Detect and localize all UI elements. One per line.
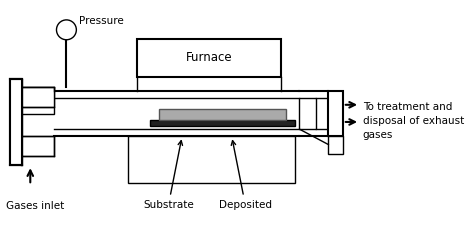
Text: Furnace: Furnace [186, 51, 232, 64]
Bar [159, 109, 286, 120]
Bar [21, 87, 54, 114]
Bar [150, 120, 295, 126]
Text: Pressure: Pressure [79, 16, 124, 26]
Bar [10, 79, 22, 165]
Bar [10, 79, 21, 165]
Bar [328, 91, 343, 136]
Bar [22, 136, 54, 156]
Bar [328, 136, 343, 154]
Text: Gases inlet: Gases inlet [6, 201, 64, 211]
Bar [22, 87, 54, 107]
Bar [300, 97, 316, 129]
Bar [137, 39, 282, 77]
Text: To treatment and
disposal of exhaust
gases: To treatment and disposal of exhaust gas… [363, 102, 464, 140]
Text: Substrate: Substrate [143, 141, 194, 210]
Circle shape [56, 20, 76, 40]
Text: Deposited: Deposited [219, 141, 272, 210]
Bar [128, 136, 295, 183]
